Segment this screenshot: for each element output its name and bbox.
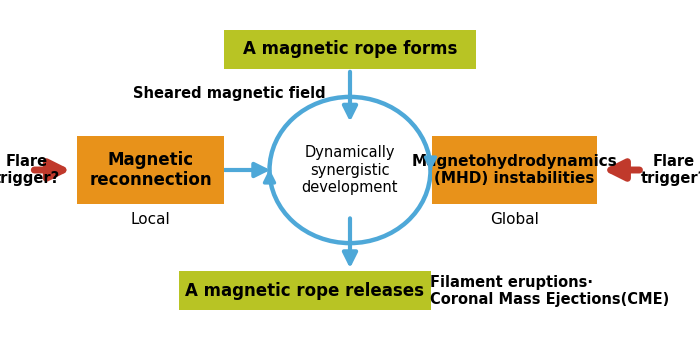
- Text: Magnetic
reconnection: Magnetic reconnection: [89, 151, 212, 189]
- Text: Sheared magnetic field: Sheared magnetic field: [133, 86, 326, 101]
- FancyBboxPatch shape: [77, 136, 224, 204]
- Text: Local: Local: [131, 212, 170, 227]
- FancyBboxPatch shape: [224, 30, 476, 69]
- Text: Global: Global: [490, 212, 539, 227]
- FancyBboxPatch shape: [178, 271, 430, 310]
- Text: Filament eruptions·
Coronal Mass Ejections(CME): Filament eruptions· Coronal Mass Ejectio…: [430, 274, 670, 307]
- Text: Flare
trigger?: Flare trigger?: [640, 154, 700, 186]
- Text: A magnetic rope forms: A magnetic rope forms: [243, 40, 457, 58]
- Text: Magnetohydrodynamics
(MHD) instabilities: Magnetohydrodynamics (MHD) instabilities: [412, 154, 617, 186]
- Text: Dynamically
synergistic
development: Dynamically synergistic development: [302, 145, 398, 195]
- FancyBboxPatch shape: [432, 136, 596, 204]
- Text: A magnetic rope releases: A magnetic rope releases: [185, 282, 424, 300]
- Text: Flare
trigger?: Flare trigger?: [0, 154, 60, 186]
